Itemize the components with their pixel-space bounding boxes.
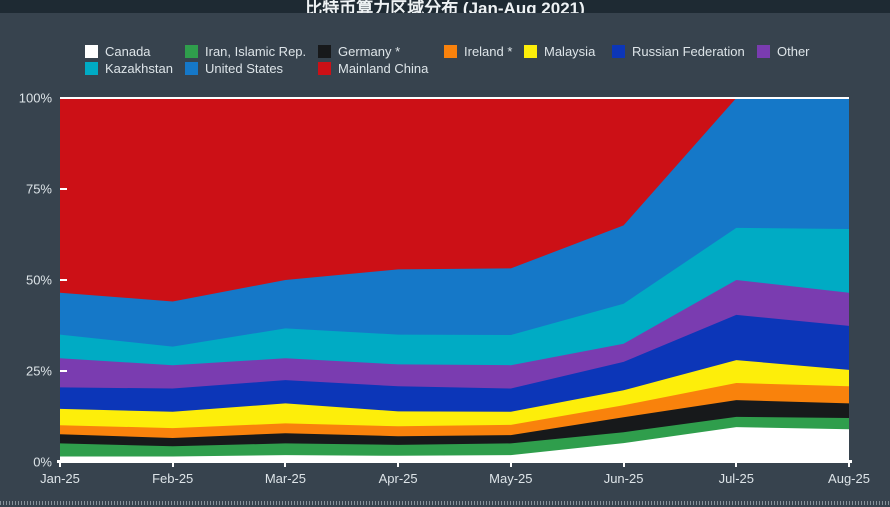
- x-axis-tick: [622, 462, 625, 467]
- plot-area: [60, 98, 849, 462]
- x-axis-tick: [59, 462, 61, 467]
- legend-item-ireland: Ireland *: [444, 44, 524, 59]
- legend-swatch-icon: [612, 45, 625, 58]
- legend-swatch-icon: [318, 62, 331, 75]
- plot-top-border: [60, 97, 849, 99]
- legend-label: Mainland China: [338, 61, 429, 76]
- legend-row: Kazakhstan United States Mainland China: [85, 60, 810, 77]
- legend-swatch-icon: [444, 45, 457, 58]
- legend-label: Canada: [105, 44, 151, 59]
- x-axis-tick: [171, 462, 174, 467]
- legend-label: Other: [777, 44, 810, 59]
- x-axis-tick: [397, 462, 400, 467]
- legend-swatch-icon: [524, 45, 537, 58]
- legend-label: Iran, Islamic Rep.: [205, 44, 307, 59]
- y-axis-label: 25%: [25, 363, 52, 379]
- legend-label: Kazakhstan: [105, 61, 173, 76]
- legend-swatch-icon: [185, 45, 198, 58]
- x-axis-label: Jan-25: [40, 471, 80, 486]
- y-axis-label: 0%: [33, 454, 52, 470]
- x-axis-label: Mar-25: [264, 471, 307, 486]
- legend-label: Russian Federation: [632, 44, 745, 59]
- legend-item-iran-islamic-rep: Iran, Islamic Rep.: [185, 44, 318, 59]
- legend-swatch-icon: [185, 62, 198, 75]
- legend-swatch-icon: [85, 45, 98, 58]
- clipped-caption-text: [0, 501, 890, 505]
- y-axis-label: 100%: [18, 90, 52, 106]
- legend-label: Malaysia: [544, 44, 596, 59]
- y-axis-tick: [60, 370, 67, 372]
- legend-row: Canada Iran, Islamic Rep. Germany * Ireland…: [85, 43, 810, 60]
- legend-swatch-icon: [85, 62, 98, 75]
- x-axis-line: [57, 460, 852, 463]
- y-axis-tick: [60, 279, 67, 281]
- x-axis-tick: [284, 462, 287, 467]
- legend-swatch-icon: [318, 45, 331, 58]
- x-axis-label: Aug-25: [828, 471, 870, 486]
- x-axis-label: Feb-25: [152, 471, 194, 486]
- legend-item-united-states: United States: [185, 61, 318, 76]
- legend-item-germany: Germany *: [318, 44, 444, 59]
- legend-label: Germany *: [338, 44, 401, 59]
- legend-label: Ireland *: [464, 44, 513, 59]
- x-axis-label: Jul-25: [718, 471, 754, 486]
- y-axis-tick: [60, 188, 67, 190]
- y-axis-label: 50%: [25, 272, 52, 288]
- legend-label: United States: [205, 61, 284, 76]
- stacked-area-chart: [60, 98, 849, 462]
- y-axis-label: 75%: [25, 181, 52, 197]
- legend-item-russian-federation: Russian Federation: [612, 44, 757, 59]
- chart-title: 比特币算力区域分布 (Jan-Aug 2021): [305, 0, 585, 13]
- x-axis-label: Jun-25: [603, 471, 644, 486]
- legend-item-kazakhstan: Kazakhstan: [85, 61, 185, 76]
- x-axis-tick: [735, 462, 738, 467]
- legend-item-canada: Canada: [85, 44, 185, 59]
- legend-item-other: Other: [757, 44, 810, 59]
- legend-item-mainland-china: Mainland China: [318, 61, 444, 76]
- x-axis-label: May-25: [489, 471, 533, 486]
- chart-legend: Canada Iran, Islamic Rep. Germany * Ireland…: [85, 43, 810, 77]
- legend-swatch-icon: [757, 45, 770, 58]
- x-axis-label: Apr-25: [378, 471, 418, 486]
- title-bar: 比特币算力区域分布 (Jan-Aug 2021): [0, 0, 890, 13]
- x-axis-tick: [509, 462, 512, 467]
- legend-item-malaysia: Malaysia: [524, 44, 612, 59]
- area-series-canada: [60, 427, 849, 462]
- x-axis-tick: [848, 462, 850, 467]
